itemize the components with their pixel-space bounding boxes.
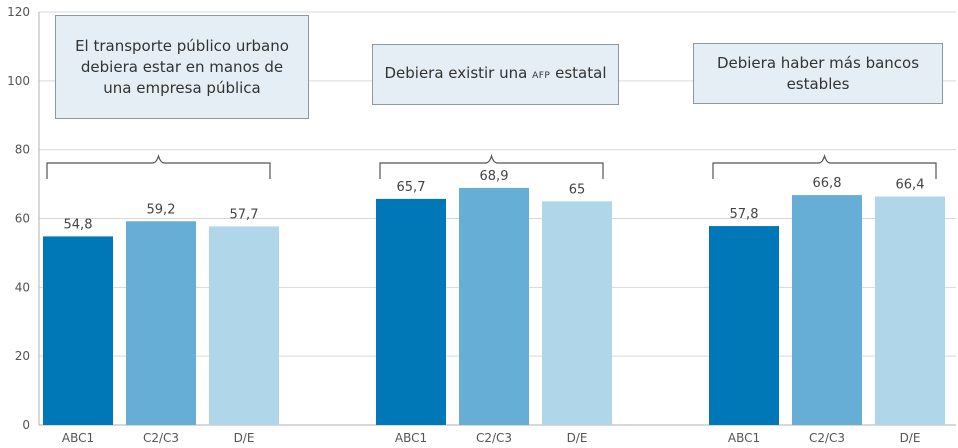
y-axis: 0 20 40 60 80 100 120 xyxy=(7,5,40,432)
group-braces xyxy=(46,153,937,179)
category-label: D/E xyxy=(234,431,255,445)
y-tick-label: 80 xyxy=(15,143,30,157)
bar-1-D/E xyxy=(209,226,279,425)
bar-2-ABC1 xyxy=(376,198,446,425)
category-label: ABC1 xyxy=(62,431,94,445)
callout-transporte-text: El transporte público urbano debiera est… xyxy=(75,36,289,97)
category-label: C2/C3 xyxy=(809,431,845,445)
category-label: C2/C3 xyxy=(143,431,179,445)
labels: 54,8 ABC1 59,2 C2/C3 57,7 D/E 65,7 ABC1 68,9 C2/C… xyxy=(62,169,925,445)
callout-bancos-text: Debiera haber más bancos estables xyxy=(716,53,920,93)
bar-3-D/E xyxy=(875,196,945,425)
data-label: 65 xyxy=(569,182,586,197)
data-label: 68,9 xyxy=(480,169,509,184)
bar-1-ABC1 xyxy=(43,236,113,425)
bar-3-C2/C3 xyxy=(792,195,862,425)
data-label: 66,8 xyxy=(813,176,842,191)
bar-2-D/E xyxy=(542,201,612,425)
category-label: C2/C3 xyxy=(476,431,512,445)
data-label: 65,7 xyxy=(397,180,426,195)
callout-afp: Debiera existir una AFP estatal xyxy=(372,44,619,105)
callout-transporte: El transporte público urbano debiera est… xyxy=(55,15,309,119)
bar-2-C2/C3 xyxy=(459,187,529,425)
data-label: 66,4 xyxy=(896,177,925,192)
callout-afp-text: Debiera existir una AFP estatal xyxy=(384,63,607,82)
data-label: 57,8 xyxy=(730,207,759,222)
y-tick-label: 60 xyxy=(15,212,30,226)
bar-3-ABC1 xyxy=(709,226,779,425)
group-bracket-1 xyxy=(46,153,271,179)
data-label: 57,7 xyxy=(230,207,259,222)
callout-bancos: Debiera haber más bancos estables xyxy=(693,43,943,104)
data-label: 59,2 xyxy=(147,202,176,217)
category-label: ABC1 xyxy=(728,431,760,445)
y-tick-label: 40 xyxy=(15,280,30,294)
data-label: 54,8 xyxy=(64,217,93,232)
y-tick-label: 0 xyxy=(22,418,30,432)
group-bracket-2 xyxy=(379,153,604,179)
y-tick-label: 100 xyxy=(7,74,30,88)
category-label: ABC1 xyxy=(395,431,427,445)
group-bracket-3 xyxy=(712,153,937,179)
bar-1-C2/C3 xyxy=(126,221,196,425)
category-label: D/E xyxy=(900,431,921,445)
category-label: D/E xyxy=(567,431,588,445)
y-tick-label: 20 xyxy=(15,349,30,363)
y-tick-label: 120 xyxy=(7,5,30,19)
bars xyxy=(43,187,945,425)
